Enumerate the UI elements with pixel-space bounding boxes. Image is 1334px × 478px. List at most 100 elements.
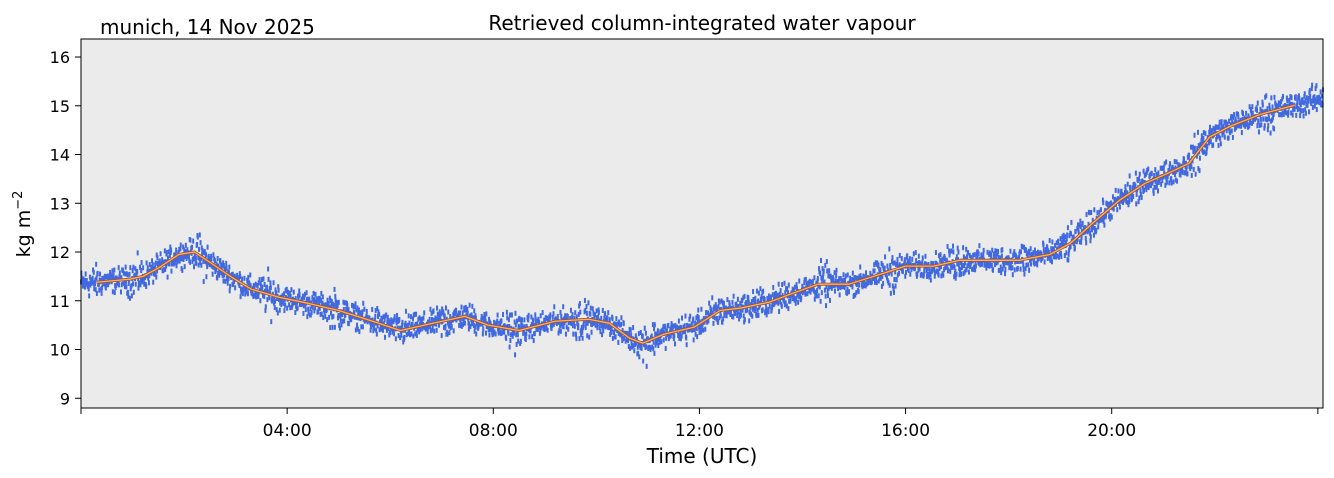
raw-point	[350, 316, 353, 322]
raw-point	[279, 300, 282, 306]
raw-point	[263, 281, 266, 287]
raw-point	[584, 325, 587, 331]
raw-point	[1161, 165, 1164, 171]
raw-point	[925, 273, 928, 279]
raw-point	[562, 324, 565, 330]
raw-point	[403, 335, 406, 341]
raw-point	[819, 298, 822, 304]
raw-point	[470, 312, 473, 318]
raw-point	[875, 276, 878, 282]
raw-point	[596, 321, 599, 327]
raw-point	[1011, 265, 1014, 271]
raw-point	[917, 267, 920, 273]
raw-point	[1078, 222, 1081, 228]
raw-point	[377, 309, 380, 315]
raw-point	[697, 315, 700, 321]
raw-point	[844, 277, 847, 283]
raw-point	[84, 271, 87, 277]
raw-point	[785, 303, 788, 309]
raw-point	[496, 318, 499, 324]
raw-point	[1035, 260, 1038, 266]
raw-point	[1110, 214, 1113, 220]
raw-point	[255, 294, 258, 300]
raw-point	[1063, 237, 1066, 243]
raw-point	[1061, 234, 1064, 240]
raw-point	[600, 315, 603, 321]
raw-point	[418, 315, 421, 321]
raw-point	[1202, 130, 1205, 136]
raw-point	[197, 262, 200, 268]
raw-point	[393, 314, 396, 320]
raw-point	[1048, 238, 1051, 244]
raw-point	[722, 316, 725, 322]
raw-point	[448, 330, 451, 336]
raw-point	[900, 256, 903, 262]
raw-point	[976, 255, 979, 261]
raw-point	[1266, 106, 1269, 112]
raw-point	[176, 257, 179, 263]
raw-point	[249, 283, 252, 289]
raw-point	[1084, 235, 1087, 241]
raw-point	[746, 307, 749, 313]
raw-point	[400, 332, 403, 338]
raw-point	[1161, 178, 1164, 184]
raw-point	[606, 316, 609, 322]
raw-point	[921, 259, 924, 265]
x-axis-label: Time (UTC)	[646, 444, 758, 468]
raw-point	[788, 298, 791, 304]
raw-point	[823, 287, 826, 293]
raw-point	[579, 309, 582, 315]
raw-point	[93, 286, 96, 292]
raw-point	[273, 305, 276, 311]
raw-point	[1207, 140, 1210, 146]
raw-point	[383, 334, 386, 340]
raw-point	[857, 275, 860, 281]
raw-point	[692, 316, 695, 322]
raw-point	[407, 313, 410, 319]
raw-point	[179, 242, 182, 248]
raw-point	[208, 256, 211, 262]
raw-point	[1154, 179, 1157, 185]
raw-point	[542, 325, 545, 331]
raw-point	[714, 302, 717, 308]
raw-point	[1313, 94, 1316, 100]
raw-point	[656, 328, 659, 334]
raw-point	[623, 335, 626, 341]
raw-point	[420, 321, 423, 327]
raw-point	[1095, 227, 1098, 233]
raw-point	[371, 322, 374, 328]
raw-point	[1141, 178, 1144, 184]
raw-point	[1267, 123, 1270, 129]
raw-point	[1248, 104, 1251, 110]
raw-point	[732, 314, 735, 320]
raw-point	[741, 307, 744, 313]
raw-point	[228, 264, 231, 270]
raw-point	[681, 315, 684, 321]
raw-point	[256, 283, 259, 289]
raw-point	[81, 279, 84, 285]
raw-point	[181, 267, 184, 273]
raw-point	[95, 291, 98, 297]
raw-point	[1059, 250, 1062, 256]
raw-point	[952, 249, 955, 255]
raw-point	[154, 271, 157, 277]
raw-point	[829, 284, 832, 290]
raw-point	[994, 253, 997, 259]
raw-point	[977, 251, 980, 257]
raw-point	[957, 261, 960, 267]
raw-point	[760, 297, 763, 303]
raw-point	[218, 272, 221, 278]
raw-point	[965, 267, 968, 273]
raw-point	[393, 316, 396, 322]
raw-point	[134, 281, 137, 287]
raw-point	[633, 348, 636, 354]
raw-point	[136, 269, 139, 275]
raw-point	[893, 260, 896, 266]
raw-point	[369, 320, 372, 326]
raw-point	[482, 315, 485, 321]
raw-point	[974, 267, 977, 273]
raw-point	[580, 324, 583, 330]
raw-point	[664, 345, 667, 351]
raw-point	[873, 262, 876, 268]
raw-point	[1099, 217, 1102, 223]
